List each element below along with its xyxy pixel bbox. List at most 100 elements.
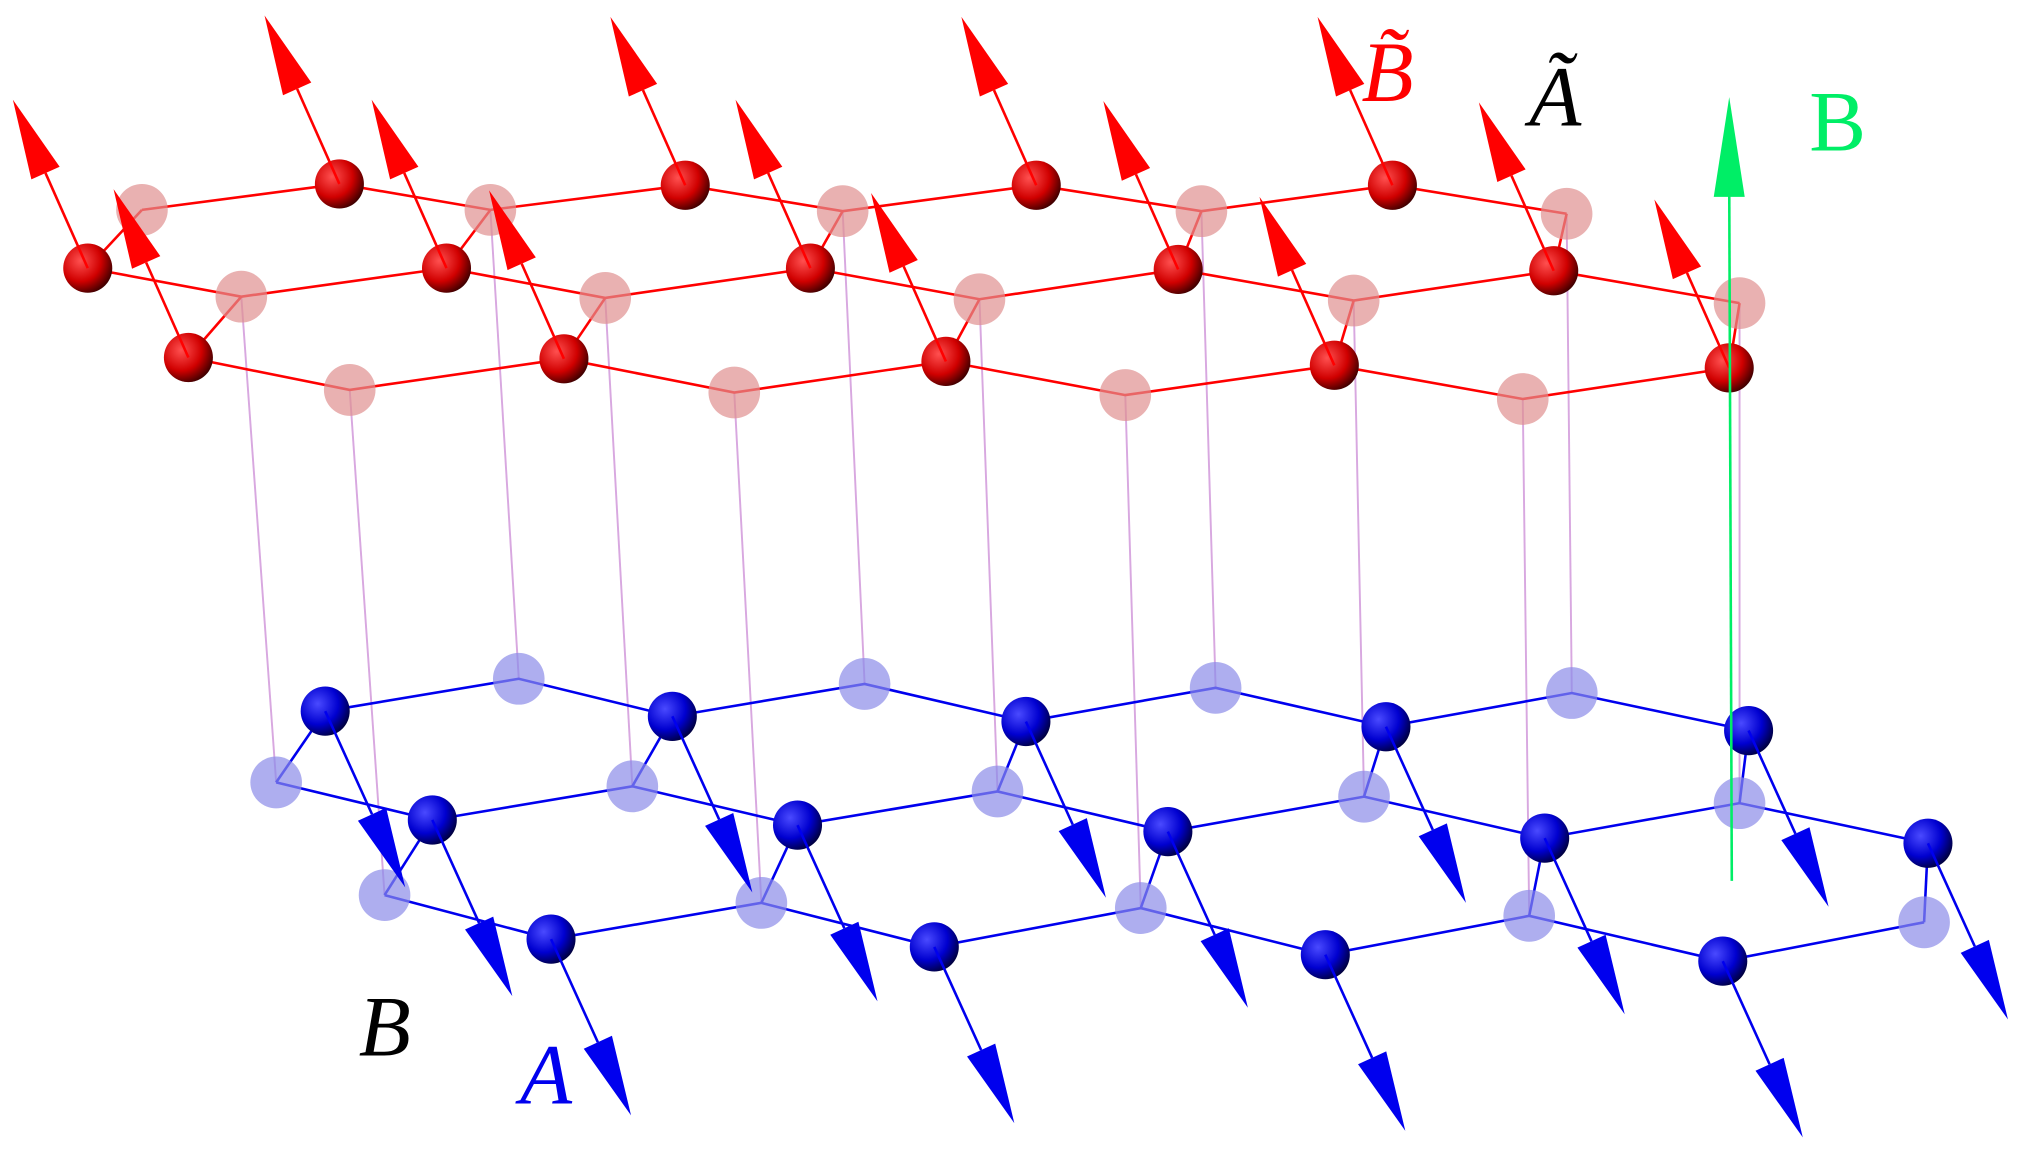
red-arrow-icon-shaft bbox=[1134, 173, 1180, 270]
interlayer-bond bbox=[1124, 395, 1142, 909]
lattice-atoms bbox=[63, 159, 1953, 986]
red-arrow-icon bbox=[1317, 16, 1365, 97]
top-bond-row bbox=[87, 266, 1740, 305]
top-faded-atom bbox=[215, 270, 268, 323]
blue-arrow-icon bbox=[583, 1035, 632, 1116]
bottom-faded-atom bbox=[1189, 661, 1242, 714]
top-faded-atom bbox=[816, 185, 869, 238]
bottom-faded-atom bbox=[250, 756, 302, 809]
blue-arrow-icon bbox=[1755, 1057, 1803, 1138]
field-arrow bbox=[1713, 97, 1745, 881]
lattice-bonds bbox=[86, 182, 1930, 963]
blue-arrow-icon-shaft bbox=[796, 824, 846, 929]
bottom-faded-atom bbox=[735, 876, 788, 929]
interlayer-bond bbox=[978, 299, 999, 792]
interlayer-bond bbox=[1200, 211, 1217, 688]
red-arrow-icon-shaft bbox=[403, 172, 448, 269]
blue-arrow-icon bbox=[830, 921, 878, 1002]
blue-arrow-icon-shaft bbox=[1721, 960, 1771, 1065]
blue-arrow-icon-shaft bbox=[671, 715, 721, 820]
red-arrow-icon bbox=[1478, 102, 1526, 183]
interlayer-bond bbox=[489, 209, 520, 679]
bottom-faded-atom bbox=[971, 765, 1024, 818]
bottom-faded-atom bbox=[1503, 889, 1556, 942]
interlayer-bond bbox=[1565, 213, 1573, 694]
top-atom bbox=[1011, 160, 1061, 210]
red-arrow-icon bbox=[489, 190, 536, 271]
red-arrow-icon-shaft bbox=[1290, 269, 1336, 366]
blue-arrow-icon-shaft bbox=[1024, 720, 1074, 826]
spin-arrows bbox=[12, 15, 2008, 1138]
blue-arrow-icon-shaft bbox=[1543, 837, 1593, 942]
blue-arrow-icon bbox=[1058, 818, 1106, 898]
red-arrow-icon bbox=[12, 99, 60, 180]
bottom-faded-atom bbox=[1114, 882, 1167, 934]
red-arrow-icon bbox=[735, 99, 783, 180]
blue-arrow-icon-shaft bbox=[933, 946, 983, 1051]
top-faded-atom bbox=[1496, 373, 1549, 425]
bottom-faded-atom bbox=[1545, 667, 1598, 719]
top-faded-atom bbox=[953, 273, 1006, 326]
red-arrow-icon-shaft bbox=[902, 265, 948, 362]
label-sublattice-b: B bbox=[359, 981, 411, 1075]
bottom-atom bbox=[1001, 696, 1051, 747]
interlayer-bond bbox=[348, 389, 386, 896]
interlayer-bond bbox=[733, 392, 763, 903]
red-arrow-icon-shaft bbox=[44, 172, 89, 269]
top-faded-atom bbox=[1175, 185, 1228, 238]
bottom-faded-atom bbox=[492, 652, 545, 705]
red-arrow-icon bbox=[871, 193, 918, 273]
top-atom bbox=[1309, 340, 1359, 390]
blue-arrow-icon bbox=[1781, 827, 1829, 907]
red-arrow-icon bbox=[610, 16, 658, 97]
label-sublattice-a: A bbox=[515, 1029, 573, 1123]
red-arrow-icon-shaft bbox=[766, 172, 812, 269]
red-arrow-icon bbox=[1654, 199, 1702, 280]
red-arrow-icon-shaft bbox=[1510, 175, 1555, 272]
red-arrow-icon-shaft bbox=[144, 261, 190, 359]
green-arrow-icon bbox=[1713, 97, 1745, 197]
blue-arrow-icon bbox=[1418, 823, 1466, 903]
blue-arrow-icon bbox=[465, 916, 513, 997]
top-faded-atom bbox=[579, 272, 632, 324]
top-faded-atom bbox=[1327, 274, 1380, 327]
red-arrow-icon bbox=[961, 16, 1009, 97]
label-field-b: B bbox=[1809, 75, 1866, 169]
red-arrow-icon-shaft bbox=[641, 89, 687, 186]
blue-arrow-icon-shaft bbox=[324, 710, 374, 815]
bottom-faded-atom bbox=[1898, 896, 1950, 949]
interlayer-bond bbox=[240, 296, 278, 783]
red-arrow-icon bbox=[1259, 196, 1307, 277]
blue-arrow-icon bbox=[967, 1043, 1015, 1124]
bottom-faded-atom bbox=[838, 658, 891, 710]
blue-arrow-icon-shaft bbox=[1926, 842, 1976, 947]
blue-arrow-icon bbox=[357, 807, 406, 888]
top-faded-atom bbox=[1713, 277, 1766, 330]
bottom-atom bbox=[1300, 930, 1350, 980]
blue-arrow-icon-shaft bbox=[431, 819, 481, 924]
red-arrow-icon-shaft bbox=[1685, 272, 1731, 369]
top-faded-atom bbox=[1099, 369, 1152, 421]
blue-arrow-icon-shaft bbox=[549, 938, 600, 1043]
label-b-tilde: B̃ bbox=[1361, 26, 1413, 120]
blue-arrow-icon bbox=[1358, 1051, 1406, 1131]
red-arrow-icon-shaft bbox=[1348, 89, 1394, 186]
label-a-tilde: Ã bbox=[1524, 51, 1582, 145]
interlayer-bond bbox=[841, 211, 866, 685]
bottom-faded-atom bbox=[1713, 777, 1766, 830]
red-arrow-icon bbox=[1103, 101, 1151, 181]
bottom-faded-atom bbox=[358, 869, 411, 922]
top-atom bbox=[1529, 246, 1579, 296]
blue-arrow-icon-shaft bbox=[1384, 726, 1434, 831]
red-arrow-icon-shaft bbox=[992, 89, 1038, 186]
blue-arrow-icon-shaft bbox=[1166, 831, 1216, 936]
top-faded-atom bbox=[708, 366, 761, 419]
bottom-faded-atom bbox=[1338, 770, 1390, 823]
red-arrow-icon bbox=[371, 99, 419, 180]
blue-arrow-icon bbox=[1577, 934, 1625, 1015]
bottom-atom bbox=[1724, 705, 1774, 756]
blue-arrow-icon bbox=[1200, 928, 1248, 1008]
field-arrow-shaft bbox=[1727, 181, 1734, 881]
bottom-bond-row bbox=[275, 781, 1929, 845]
interlayer-bond bbox=[1352, 300, 1365, 797]
